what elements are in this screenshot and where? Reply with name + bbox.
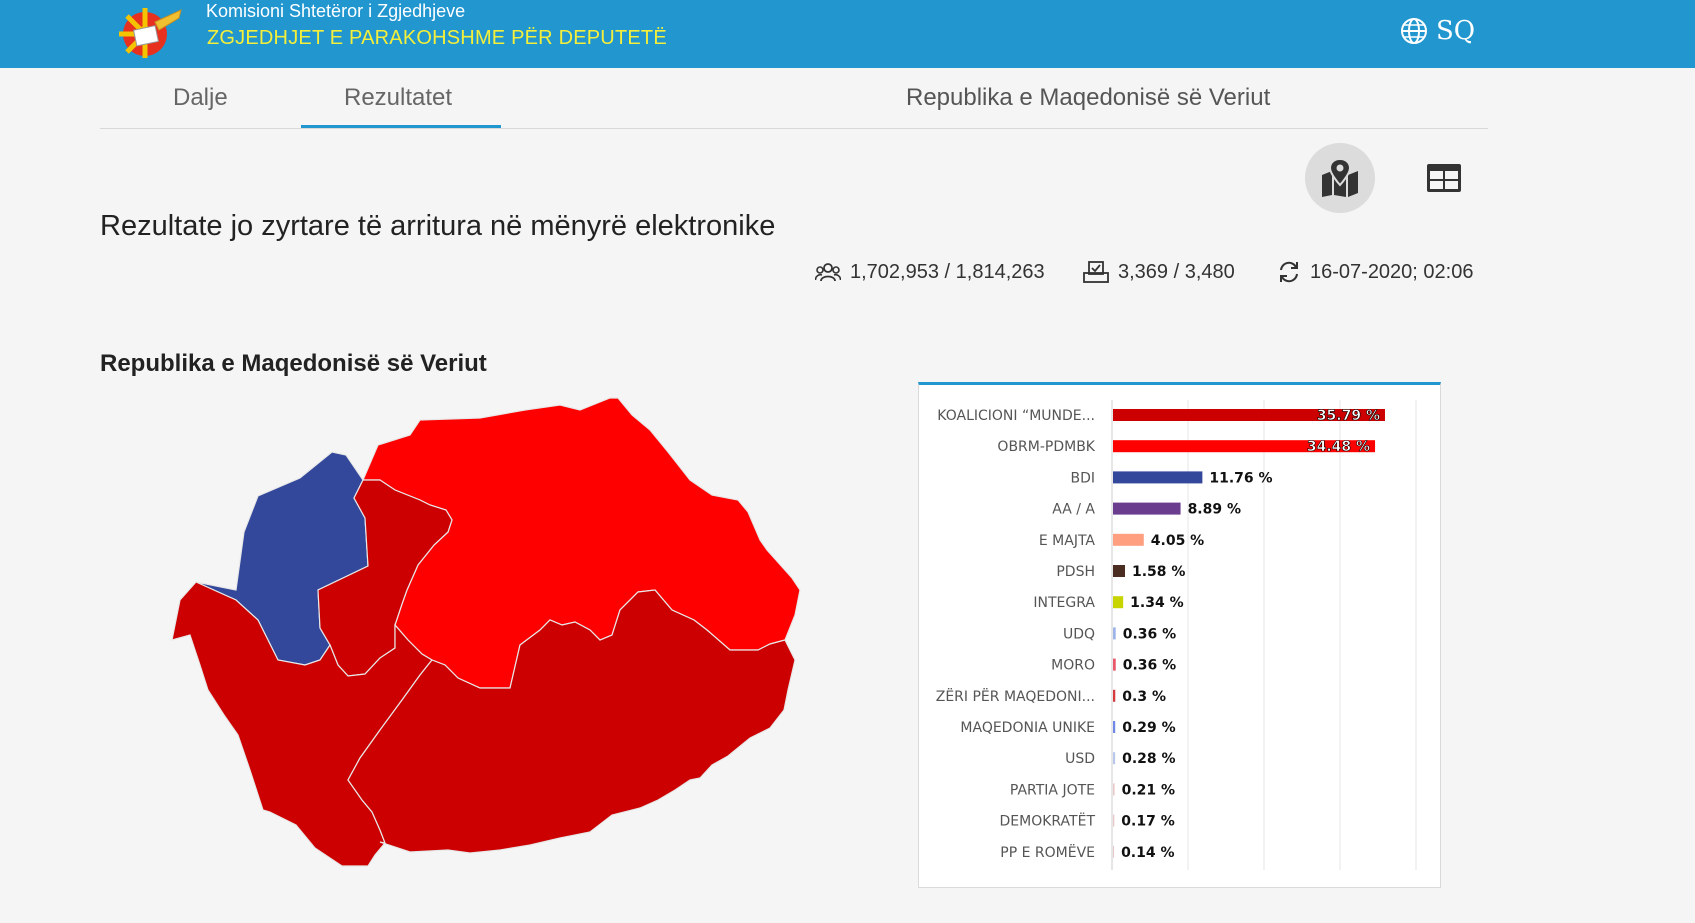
chart-category-label: UDQ: [1063, 626, 1095, 642]
tab-dalje[interactable]: Dalje: [173, 84, 228, 111]
results-map: [171, 397, 801, 867]
chart-value-label: 11.76 %: [1209, 470, 1272, 486]
chart-value-label: 34.48 %: [1307, 439, 1370, 455]
top-header-bar: Komisioni Shtetëror i Zgjedhjeve ZGJEDHJ…: [0, 0, 1695, 68]
chart-bar[interactable]: [1113, 627, 1116, 640]
election-name: ZGJEDHJET E PARAKOHSHME PËR DEPUTETË: [207, 27, 667, 49]
chart-value-label: 0.36 %: [1123, 658, 1176, 674]
chart-category-label: USD: [1065, 751, 1095, 767]
table-icon: [1427, 164, 1461, 192]
chart-category-label: PDSH: [1056, 564, 1095, 580]
state-election-commission-logo-icon[interactable]: [115, 2, 187, 58]
chart-value-label: 1.58 %: [1132, 564, 1185, 580]
region-title: Republika e Maqedonisë së Veriut: [906, 84, 1271, 111]
active-tab-indicator: [301, 125, 501, 128]
results-chart-panel: KOALICIONI “MUNDE... 35.79 % OBRM-PDMBK 34.…: [918, 382, 1441, 888]
voters-value: 1,702,953 / 1,814,263: [850, 260, 1045, 283]
last-update-value: 16-07-2020; 02:06: [1310, 260, 1474, 283]
chart-category-label: INTEGRA: [1033, 595, 1095, 611]
chart-bar[interactable]: [1113, 533, 1144, 546]
chart-category-label: MAQEDONIA UNIKE: [960, 720, 1095, 736]
chart-bar[interactable]: [1113, 814, 1115, 827]
chart-category-label: AA / A: [1052, 502, 1095, 518]
tab-rezultatet[interactable]: Rezultatet: [344, 84, 453, 111]
chart-bar[interactable]: [1113, 845, 1115, 858]
chart-bar[interactable]: [1113, 440, 1376, 453]
chart-bar[interactable]: [1113, 658, 1116, 671]
chart-value-label: 0.29 %: [1122, 720, 1175, 736]
language-label: SQ: [1436, 16, 1476, 46]
map-view-button[interactable]: [1305, 143, 1375, 213]
chart-category-label: PARTIA JOTE: [1010, 782, 1095, 798]
chart-bar[interactable]: [1113, 471, 1203, 484]
map-marker-icon: [1322, 159, 1358, 197]
chart-value-label: 4.05 %: [1151, 533, 1204, 549]
chart-value-label: 0.14 %: [1121, 845, 1174, 861]
table-view-button[interactable]: [1409, 143, 1479, 213]
chart-category-label: OBRM-PDMBK: [997, 439, 1095, 455]
section-title: Republika e Maqedonisë së Veriut: [100, 350, 487, 377]
chart-category-label: DEMOKRATËT: [999, 812, 1095, 830]
chart-bar[interactable]: [1113, 689, 1116, 702]
last-update-stat: 16-07-2020; 02:06: [1277, 258, 1473, 286]
main-tabs: Dalje Rezultatet Republika e Maqedonisë …: [100, 68, 1488, 129]
chart-category-label: ZËRI PËR MAQEDONI...: [936, 687, 1095, 705]
chart-value-label: 0.21 %: [1122, 782, 1175, 798]
chart-value-label: 35.79 %: [1317, 408, 1380, 424]
chart-bar[interactable]: [1113, 783, 1115, 796]
chart-value-label: 0.36 %: [1123, 626, 1176, 642]
ballot-box-icon: [1083, 261, 1109, 283]
chart-bar[interactable]: [1113, 409, 1386, 421]
chart-bar[interactable]: [1113, 565, 1126, 577]
chart-category-label: KOALICIONI “MUNDE...: [937, 408, 1095, 424]
chart-value-label: 1.34 %: [1130, 595, 1183, 611]
chart-category-label: BDI: [1070, 470, 1095, 486]
people-icon: [815, 263, 841, 282]
polling-stations-value: 3,369 / 3,480: [1118, 260, 1235, 283]
chart-bar[interactable]: [1113, 596, 1124, 609]
chart-category-label: E MAJTA: [1039, 533, 1096, 549]
chart-value-label: 0.3 %: [1122, 689, 1166, 705]
chart-value-label: 0.28 %: [1122, 751, 1175, 767]
chart-category-label: MORO: [1051, 658, 1095, 674]
map-region-southeast[interactable]: [347, 589, 796, 854]
results-bar-chart: KOALICIONI “MUNDE... 35.79 % OBRM-PDMBK 34.…: [936, 400, 1417, 870]
polling-stations-stat: 3,369 / 3,480: [1083, 258, 1235, 286]
chart-bar[interactable]: [1113, 721, 1116, 733]
chart-value-label: 8.89 %: [1188, 502, 1241, 518]
chart-value-label: 0.17 %: [1121, 814, 1174, 830]
refresh-icon: [1280, 261, 1298, 283]
voters-stat: 1,702,953 / 1,814,263: [815, 258, 1045, 286]
chart-bar[interactable]: [1113, 502, 1181, 515]
globe-icon: [1401, 18, 1427, 44]
page-title: Rezultate jo zyrtare të arritura në mëny…: [100, 210, 776, 242]
chart-category-label: PP E ROMËVE: [1000, 843, 1095, 861]
language-selector[interactable]: SQ: [1400, 16, 1475, 46]
chart-bar[interactable]: [1113, 752, 1116, 765]
org-name: Komisioni Shtetëror i Zgjedhjeve: [206, 1, 466, 21]
